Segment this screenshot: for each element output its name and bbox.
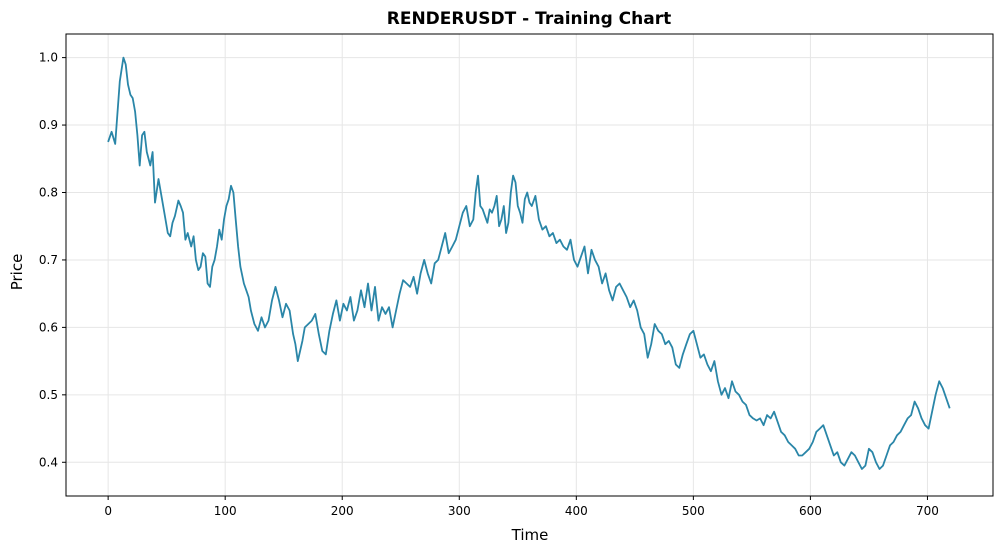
plot-frame (65, 33, 994, 497)
y-axis-title: Price (8, 254, 26, 291)
x-axis-title: Time (511, 526, 549, 544)
x-tick-label: 500 (682, 504, 705, 518)
x-tick-label: 300 (448, 504, 471, 518)
y-tick-label: 0.7 (39, 253, 58, 267)
y-tick-label: 1.0 (39, 51, 58, 65)
x-tick-label: 200 (331, 504, 354, 518)
x-tick-label: 700 (916, 504, 939, 518)
x-tick-label: 600 (799, 504, 822, 518)
y-tick-label: 0.4 (39, 455, 58, 469)
x-tick-label: 400 (565, 504, 588, 518)
x-axis-ticks: 0 100 200 300 400 500 600 700 (104, 496, 939, 518)
y-tick-label: 0.6 (39, 320, 58, 334)
chart-title: RENDERUSDT - Training Chart (387, 9, 671, 29)
y-tick-label: 0.8 (39, 185, 58, 199)
x-tick-label: 100 (214, 504, 237, 518)
y-axis-ticks: 0.4 0.5 0.6 0.7 0.8 0.9 1.0 (39, 51, 66, 469)
y-tick-label: 0.9 (39, 118, 58, 132)
y-tick-label: 0.5 (39, 388, 58, 402)
price-series-line (107, 56, 951, 470)
x-tick-label: 0 (104, 504, 112, 518)
chart-grid (66, 34, 993, 496)
